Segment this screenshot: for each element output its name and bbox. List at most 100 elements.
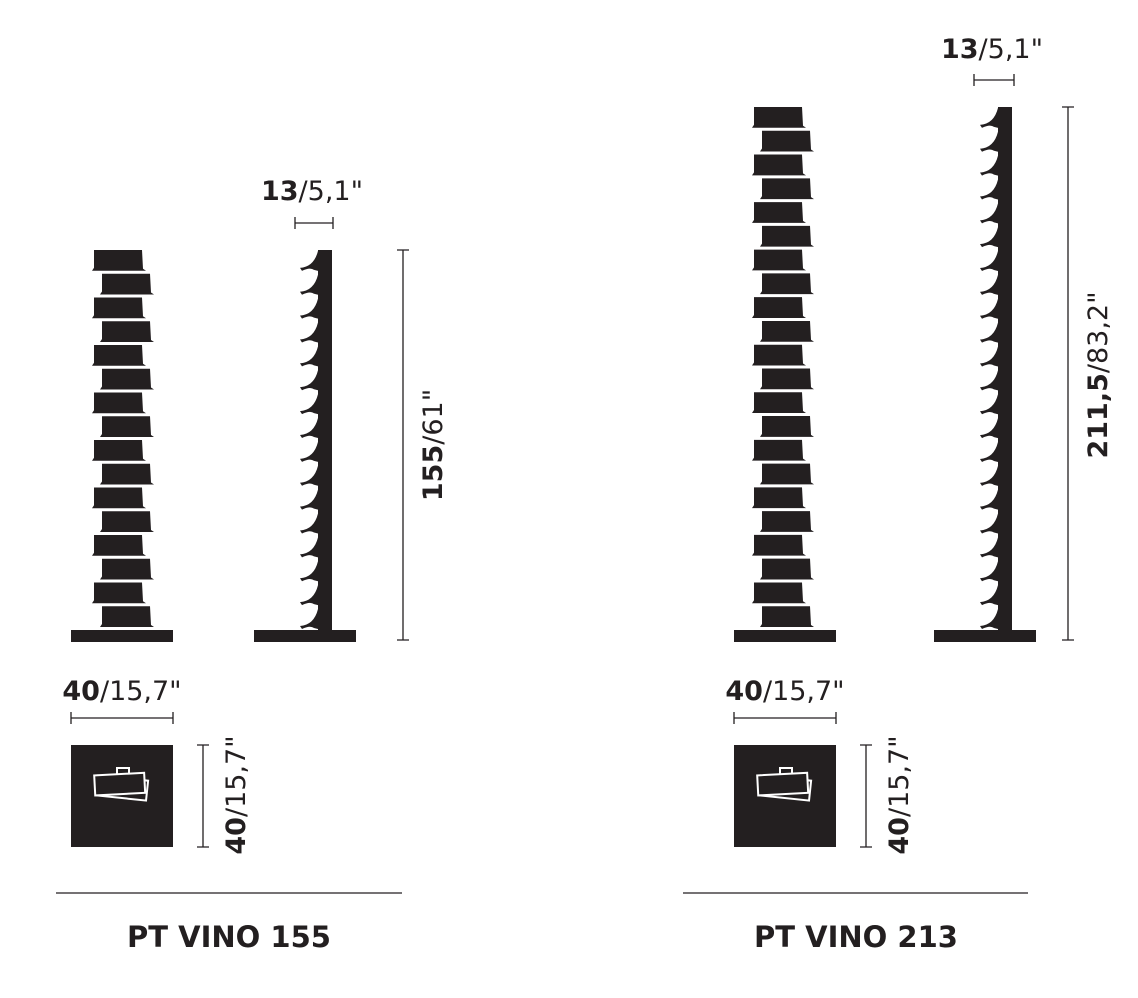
bottle [760, 416, 814, 437]
bottle [100, 273, 154, 295]
svg-text:40/15,7": 40/15,7" [884, 735, 915, 854]
bottle [100, 463, 154, 485]
bottle-hook [980, 274, 998, 295]
height-dimension: 211,5/83,2" [1062, 106, 1114, 641]
front-view-bottles [752, 107, 814, 627]
bottle [92, 345, 146, 366]
bottle-hook [300, 250, 318, 271]
svg-text:155/61": 155/61" [418, 389, 449, 501]
top-view [734, 745, 836, 847]
bottle-hook [980, 155, 998, 176]
bottle [760, 463, 814, 485]
bottle-hook [300, 322, 318, 343]
bottle-hook [300, 298, 318, 319]
bottle [752, 582, 806, 604]
bottle [760, 130, 814, 152]
base-depth-dimension: 40/15,7" [860, 735, 915, 855]
side-view-rack [300, 250, 318, 629]
bottle-hook [980, 322, 998, 343]
bottle [752, 202, 806, 223]
bottle [100, 606, 154, 627]
bottle-hook [980, 131, 998, 152]
bottle-hook [300, 489, 318, 510]
bottle-hook [980, 179, 998, 200]
bottle [760, 511, 814, 532]
bottle [92, 487, 146, 509]
top-view [71, 745, 173, 847]
svg-text:13/5,1": 13/5,1" [941, 34, 1043, 65]
front-view-base [734, 630, 836, 642]
bottle [752, 487, 806, 509]
bottle [760, 558, 814, 580]
bottle-hook [300, 465, 318, 486]
side-view-pole [318, 250, 332, 632]
product-pt-vino-155: 13/5,1" 155/61" 40/15,7" 40/15,7" PT VIN… [56, 176, 449, 954]
bottle-hook [300, 394, 318, 415]
bottle-hook [980, 585, 998, 606]
bottle [92, 582, 146, 604]
bottle [92, 297, 146, 319]
bottle-rack-top-view-icon [756, 767, 813, 802]
side-view-base [254, 630, 356, 642]
bottle [760, 273, 814, 295]
bottle [752, 107, 806, 128]
front-view-base [71, 630, 173, 642]
front-view-bottles [92, 250, 154, 627]
svg-text:211,5/83,2": 211,5/83,2" [1083, 291, 1114, 458]
width-dimension: 40/15,7" [725, 676, 845, 724]
svg-text:40/15,7": 40/15,7" [221, 735, 252, 854]
bottle-hook [300, 370, 318, 391]
svg-text:13/5,1": 13/5,1" [261, 176, 363, 207]
bottle-hook [300, 418, 318, 438]
bottle-hook [980, 537, 998, 558]
product-title: PT VINO 213 [754, 920, 958, 954]
bottle [92, 392, 146, 414]
bottle-hook [980, 346, 998, 367]
svg-text:40/15,7": 40/15,7" [725, 676, 844, 707]
base-depth-dimension: 40/15,7" [197, 735, 252, 855]
bottle-hook [300, 585, 318, 606]
bottle-rack-top-view-icon [93, 767, 150, 802]
bottle-hook [980, 513, 998, 534]
bottle [752, 439, 806, 461]
bottle [100, 321, 154, 342]
bottle [752, 392, 806, 414]
bottle-hook [980, 251, 998, 272]
bottle [100, 368, 154, 390]
bottle [752, 154, 806, 176]
bottle [100, 511, 154, 532]
bottle-hook [980, 203, 998, 224]
bottle [752, 297, 806, 318]
product-title: PT VINO 155 [127, 920, 331, 954]
bottle-hook [980, 441, 998, 462]
bottle [100, 558, 154, 580]
depth-dimension: 13/5,1" [941, 34, 1043, 86]
bottle-hook [300, 346, 318, 367]
bottle-hook [980, 107, 998, 128]
bottle [760, 225, 814, 247]
bottle-hook [980, 227, 998, 248]
height-dimension: 155/61" [397, 249, 449, 641]
bottle-hook [980, 489, 998, 510]
width-dimension: 40/15,7" [62, 676, 182, 724]
bottle [92, 535, 146, 556]
bottle-hook [300, 609, 318, 629]
bottle-hook [300, 441, 318, 462]
bottle-hook [300, 561, 318, 582]
bottle-hook [980, 609, 998, 629]
bottle [92, 440, 146, 461]
bottle [760, 368, 814, 390]
bottle [752, 534, 806, 556]
bottle-hook [300, 537, 318, 558]
bottle [760, 606, 814, 627]
bottle-hook [980, 394, 998, 415]
side-view-base [934, 630, 1036, 642]
bottle [752, 344, 806, 366]
bottle-hook [980, 465, 998, 486]
depth-dimension: 13/5,1" [261, 176, 363, 229]
bottle-hook [980, 561, 998, 582]
bottle [100, 416, 154, 437]
svg-text:40/15,7": 40/15,7" [62, 676, 181, 707]
bottle-hook [300, 513, 318, 534]
